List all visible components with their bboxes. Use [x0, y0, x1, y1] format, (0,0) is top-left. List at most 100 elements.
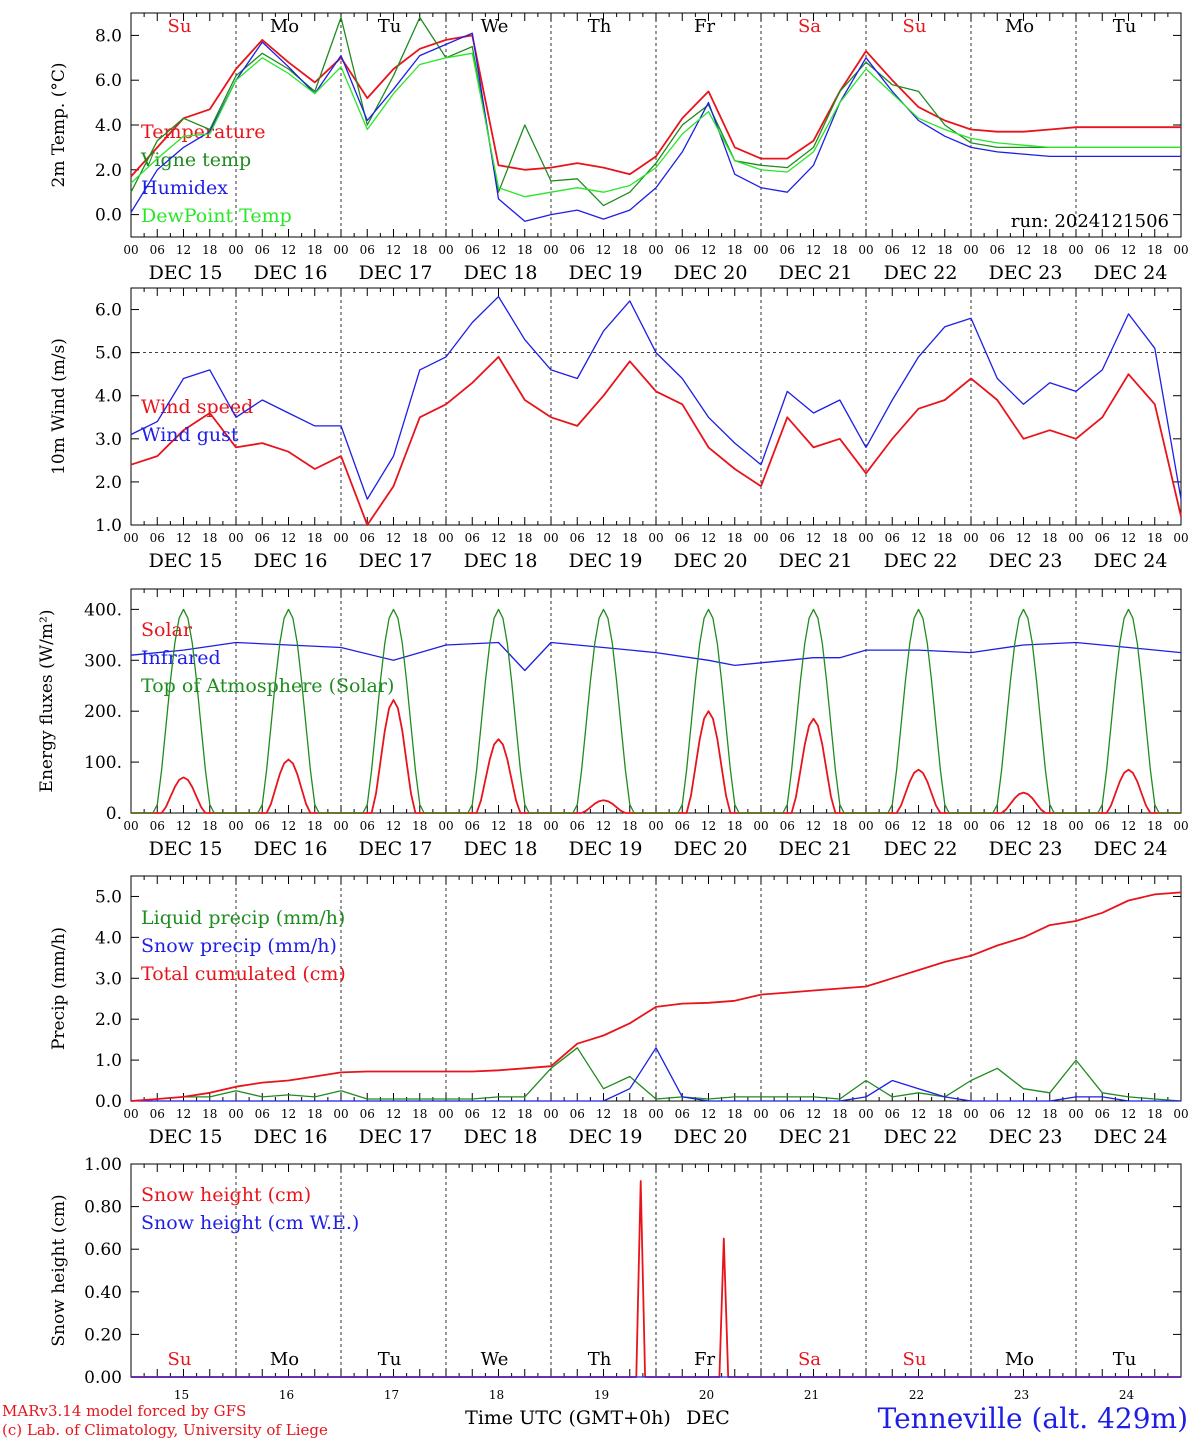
y-tick-label: 4.0: [95, 116, 122, 136]
hour-tick-label: 00: [228, 1107, 243, 1121]
hour-tick-label: 06: [570, 243, 585, 257]
hour-tick-label: 06: [885, 243, 900, 257]
y-tick-label: 0.00: [84, 1368, 122, 1388]
series-line: [130, 891, 1182, 1102]
weekday-label: Fr: [694, 16, 715, 37]
day-number: 24: [1119, 1388, 1135, 1402]
hour-tick-label: 18: [307, 531, 322, 545]
hour-tick-label: 12: [596, 819, 611, 833]
hour-tick-label: 06: [360, 531, 375, 545]
hour-tick-label: 12: [1016, 1107, 1031, 1121]
y-tick-label: 8.0: [95, 26, 122, 46]
series-line: [130, 52, 1181, 198]
hour-tick-label: 18: [727, 1107, 742, 1121]
hour-tick-label: 06: [990, 243, 1005, 257]
legend-entry: Top of Atmosphere (Solar): [141, 675, 394, 697]
hour-tick-label: 12: [701, 531, 716, 545]
legend-entry: Total cumulated (cm): [141, 963, 346, 985]
date-label: DEC 19: [569, 262, 643, 284]
hour-tick-label: 12: [491, 531, 506, 545]
date-label: DEC 21: [779, 1126, 853, 1148]
hour-tick-label: 12: [596, 531, 611, 545]
date-label: DEC 22: [884, 550, 958, 572]
date-label: DEC 17: [359, 550, 433, 572]
day-number: 23: [1014, 1388, 1029, 1402]
legend-entry: Wind speed: [141, 396, 253, 418]
day-number: 18: [489, 1388, 504, 1402]
hour-tick-label: 00: [963, 1107, 978, 1121]
weekday-label: Mo: [1005, 1349, 1034, 1370]
hour-tick-label: 18: [937, 531, 952, 545]
date-label: DEC 22: [884, 262, 958, 284]
hour-tick-label: 06: [465, 531, 480, 545]
hour-tick-label: 00: [123, 819, 138, 833]
panel-2: 1.0 2.0 3.0 4.0 5.0 6.0 10m Wind (m/s) 00 06 12 18…: [49, 287, 1189, 572]
hour-tick-label: 06: [255, 531, 270, 545]
date-label: DEC 20: [674, 550, 748, 572]
hour-tick-label: 18: [307, 1107, 322, 1121]
x-axis-label: Time UTC (GMT+0h): [465, 1407, 671, 1429]
date-label: DEC 23: [989, 838, 1063, 860]
weekday-label: Sa: [798, 1349, 821, 1370]
month-label: DEC: [686, 1407, 730, 1429]
date-label: DEC 23: [989, 550, 1063, 572]
hour-tick-label: 18: [517, 531, 532, 545]
hour-tick-label: 00: [1068, 1107, 1083, 1121]
hour-tick-label: 06: [990, 531, 1005, 545]
hour-tick-label: 12: [911, 531, 926, 545]
date-label: DEC 19: [569, 550, 643, 572]
hour-tick-label: 06: [990, 1107, 1005, 1121]
hour-tick-label: 00: [228, 243, 243, 257]
hour-tick-label: 06: [885, 819, 900, 833]
hour-tick-label: 00: [543, 243, 558, 257]
panel-1: 0.0 2.0 4.0 6.0 8.0 2m Temp. (°C) 00 06 12 18 00 06…: [49, 12, 1189, 284]
weekday-label: Th: [588, 1349, 612, 1370]
date-label: DEC 15: [149, 262, 223, 284]
series-line: [131, 608, 1181, 814]
y-axis-label: 2m Temp. (°C): [49, 62, 69, 187]
hour-tick-label: 06: [780, 531, 795, 545]
date-label: DEC 16: [254, 262, 328, 284]
hour-tick-label: 12: [386, 243, 401, 257]
hour-tick-label: 00: [1068, 243, 1083, 257]
date-label: DEC 24: [1094, 838, 1168, 860]
hour-tick-label: 12: [596, 243, 611, 257]
hour-tick-label: 00: [753, 1107, 768, 1121]
station-label: Tenneville (alt. 429m): [878, 1402, 1188, 1435]
legend-entry: Solar: [141, 619, 193, 641]
hour-tick-label: 00: [648, 1107, 663, 1121]
run-annotation: run: 2024121506: [1011, 211, 1169, 232]
panel-3: 0. 100. 200. 300. 400. Energy fluxes (W/m²) 00…: [37, 588, 1189, 860]
hour-tick-label: 18: [307, 819, 322, 833]
hour-tick-label: 18: [622, 531, 637, 545]
date-label: DEC 17: [359, 262, 433, 284]
hour-tick-label: 12: [491, 1107, 506, 1121]
hour-tick-label: 18: [1147, 1107, 1162, 1121]
hour-tick-label: 12: [281, 1107, 296, 1121]
y-tick-label: 3.0: [95, 969, 122, 989]
date-label: DEC 16: [254, 838, 328, 860]
hour-tick-label: 06: [150, 243, 165, 257]
hour-tick-label: 00: [333, 243, 348, 257]
hour-tick-label: 00: [438, 1107, 453, 1121]
hour-tick-label: 18: [622, 243, 637, 257]
weekday-label: Mo: [270, 16, 299, 37]
hour-tick-label: 12: [281, 243, 296, 257]
hour-tick-label: 06: [885, 1107, 900, 1121]
hour-tick-label: 00: [858, 531, 873, 545]
date-label: DEC 22: [884, 1126, 958, 1148]
hour-tick-label: 00: [1173, 819, 1188, 833]
weekday-label: Mo: [270, 1349, 299, 1370]
hour-tick-label: 06: [1095, 531, 1110, 545]
legend-entry: Vigne temp: [140, 149, 251, 171]
hour-tick-label: 06: [780, 1107, 795, 1121]
hour-tick-label: 06: [570, 1107, 585, 1121]
hour-tick-label: 06: [570, 819, 585, 833]
hour-tick-label: 12: [911, 819, 926, 833]
date-label: DEC 24: [1094, 1126, 1168, 1148]
legend-entry: Infrared: [141, 647, 221, 669]
date-label: DEC 20: [674, 838, 748, 860]
y-tick-label: 5.0: [95, 344, 122, 364]
y-tick-label: 1.0: [95, 516, 122, 536]
day-number: 16: [279, 1388, 294, 1402]
